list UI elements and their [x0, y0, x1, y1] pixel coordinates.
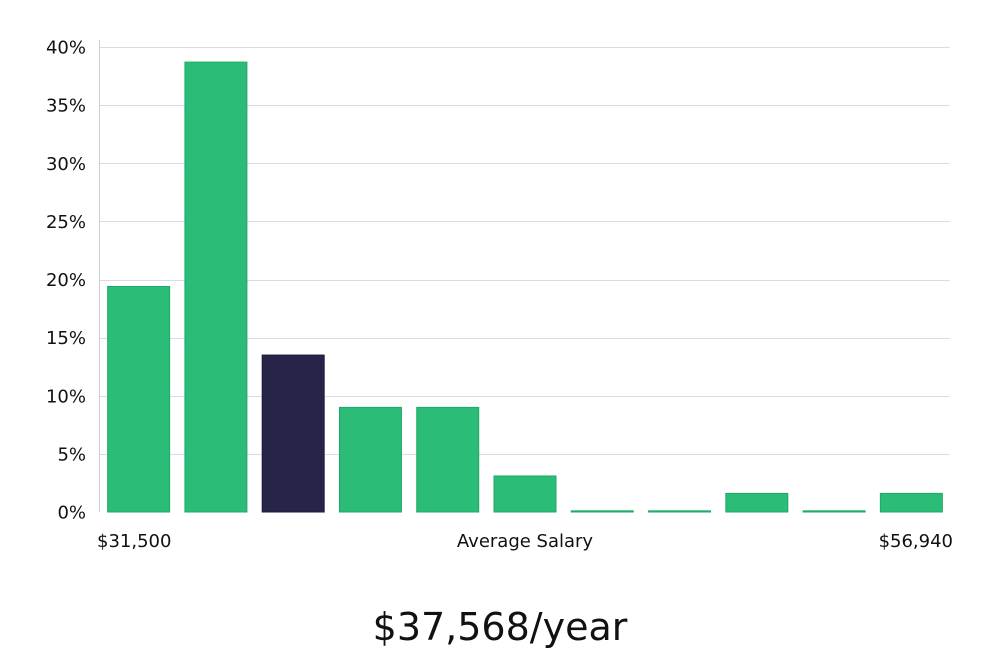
y-tick-label: 35% [46, 96, 86, 117]
bar [802, 510, 866, 513]
bar [184, 61, 248, 513]
bar [879, 492, 943, 513]
y-axis-ticks: 0% 5% 10% 15% 20% 25% 30% 35% 40% [46, 38, 86, 524]
y-tick-label: 5% [57, 444, 86, 465]
y-tick-label: 20% [46, 270, 86, 291]
x-max-label: $56,940 [879, 531, 953, 552]
y-tick-label: 10% [46, 386, 86, 407]
bar [493, 475, 557, 513]
x-axis-label: Average Salary [457, 531, 594, 552]
salary-histogram: 0% 5% 10% 15% 20% 25% 30% 35% 40% $31,500 Averag… [46, 38, 953, 553]
x-min-label: $31,500 [97, 531, 171, 552]
y-tick-label: 15% [46, 328, 86, 349]
y-tick-label: 40% [46, 38, 86, 59]
average-salary-headline: $37,568/year [372, 605, 628, 649]
y-tick-label: 30% [46, 154, 86, 175]
bar [338, 406, 402, 513]
y-tick-label: 0% [57, 503, 86, 524]
bar [725, 492, 789, 513]
bar [570, 510, 634, 513]
bar [648, 510, 712, 513]
bar [416, 406, 480, 513]
bar [107, 285, 171, 513]
bar-highlighted [261, 354, 325, 513]
bars [107, 61, 943, 513]
y-tick-label: 25% [46, 212, 86, 233]
